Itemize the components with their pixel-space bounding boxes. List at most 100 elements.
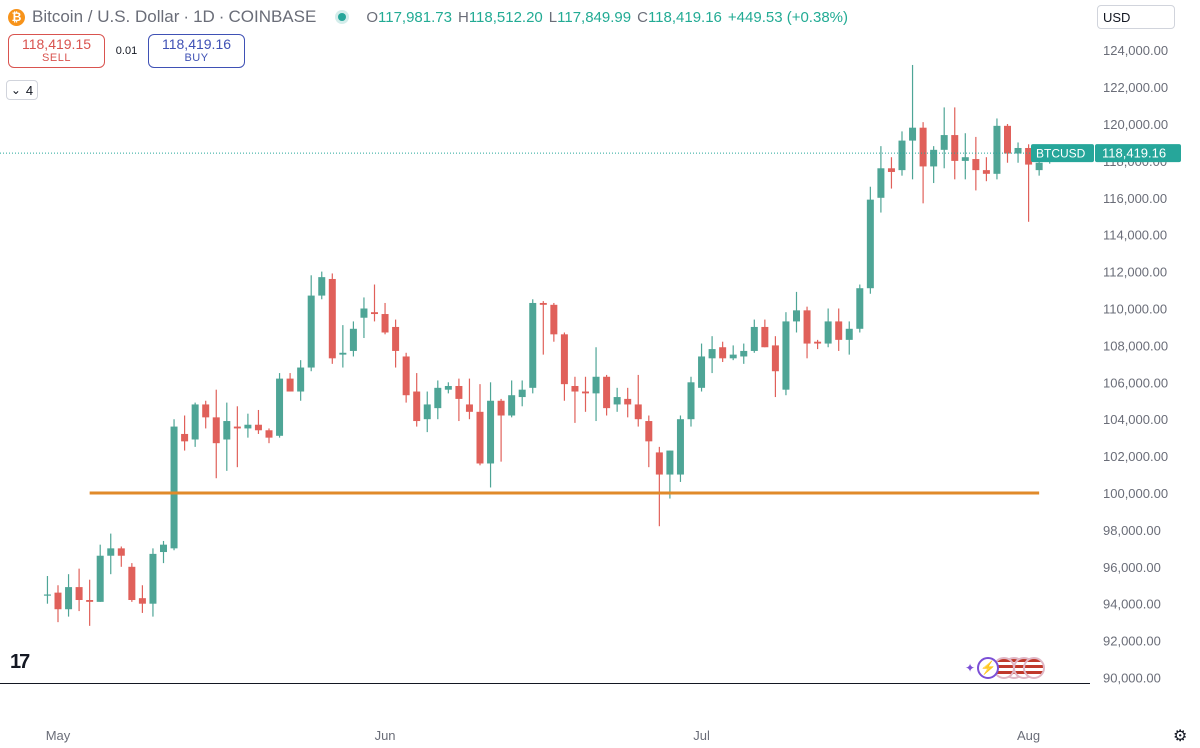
candle-body: [655, 452, 663, 475]
candle: [307, 275, 315, 372]
candle-body: [476, 411, 484, 464]
symbol-name[interactable]: Bitcoin / U.S. Dollar: [32, 7, 180, 26]
candle: [582, 376, 589, 412]
candle: [265, 428, 273, 444]
us-flag-event-icon[interactable]: [1023, 657, 1046, 679]
candle: [328, 273, 336, 364]
candle-body: [560, 334, 568, 385]
y-tick-label: 116,000.00: [1103, 191, 1167, 206]
candle: [318, 271, 326, 300]
candle: [349, 321, 357, 357]
candle-body: [465, 404, 473, 412]
x-tick-label: Aug: [1017, 728, 1040, 743]
chart-settings-gear-icon[interactable]: ⚙: [1173, 728, 1188, 745]
candle: [655, 446, 663, 527]
candle: [898, 131, 906, 176]
candle-body: [508, 395, 516, 416]
separator: ·: [183, 7, 190, 26]
candle: [940, 107, 948, 169]
chevron-down-icon: ⌄: [10, 83, 21, 97]
candle-body: [624, 398, 632, 405]
candle-body: [371, 312, 378, 315]
candle: [550, 302, 558, 342]
candle: [993, 118, 1001, 180]
candle-body: [1014, 147, 1022, 154]
candle-body: [423, 404, 431, 420]
candle-body: [497, 400, 505, 416]
y-tick-label: 94,000.00: [1103, 597, 1161, 612]
candle-body: [887, 168, 895, 172]
candle: [371, 284, 378, 322]
currency-selector[interactable]: USD: [1097, 5, 1175, 29]
candle-body: [181, 433, 189, 442]
buy-price: 118,419.16: [161, 36, 232, 52]
sell-price: 118,419.15: [21, 36, 92, 52]
low-value: 117,849.99: [557, 8, 632, 26]
spread-value: 0.01: [115, 45, 138, 57]
last-price-label: 118,419.16: [1102, 146, 1166, 161]
candle: [634, 374, 642, 427]
candle: [740, 343, 748, 364]
symbol-tag-label: BTCUSD: [1036, 147, 1086, 161]
candle: [676, 415, 684, 482]
sell-button[interactable]: 118,419.15 SELL: [8, 34, 105, 68]
candle: [423, 391, 431, 433]
candle-body: [149, 553, 157, 604]
symbol-tag-box: [1031, 144, 1094, 163]
candle-body: [96, 555, 104, 602]
candle-body: [940, 135, 948, 150]
candle: [761, 319, 769, 348]
candle-body: [824, 321, 832, 344]
y-tick-label: 120,000.00: [1103, 117, 1168, 132]
candle: [972, 136, 980, 191]
candle-body: [265, 430, 273, 438]
candle: [645, 415, 653, 468]
candle-body: [539, 302, 547, 305]
candle: [529, 299, 537, 394]
candle: [1025, 144, 1033, 222]
candle: [339, 325, 347, 368]
candle-body: [666, 450, 674, 475]
x-tick-label: Jul: [693, 728, 710, 743]
candle-body: [413, 391, 421, 422]
candle: [930, 146, 938, 184]
candle: [961, 133, 969, 180]
candle: [381, 302, 389, 335]
candle: [107, 533, 115, 575]
candle-body: [75, 587, 83, 601]
candle: [560, 332, 568, 401]
candle: [782, 312, 790, 396]
candle: [919, 122, 927, 204]
y-tick-label: 92,000.00: [1103, 634, 1161, 649]
candle-body: [972, 159, 980, 171]
y-tick-label: 112,000.00: [1103, 265, 1167, 280]
candle-body: [613, 397, 621, 405]
y-tick-label: 100,000.00: [1103, 486, 1168, 501]
close-value: 118,419.16: [647, 8, 722, 26]
candle: [1014, 142, 1022, 163]
candle: [824, 308, 832, 348]
candle-body: [1004, 125, 1011, 154]
candle-body: [328, 278, 336, 359]
flash-event-icon[interactable]: ⚡: [977, 657, 1000, 679]
buy-button[interactable]: 118,419.16 BUY: [148, 34, 245, 68]
candle: [465, 378, 473, 420]
interval-label[interactable]: 1D: [193, 7, 215, 26]
candle: [719, 341, 727, 363]
separator: ·: [218, 7, 225, 26]
candle-body: [761, 326, 769, 348]
candle-body: [603, 376, 611, 409]
events-markers[interactable]: ✦ ⚡: [965, 657, 1046, 679]
candle: [518, 380, 526, 407]
candle: [402, 352, 410, 403]
candle-body: [160, 544, 167, 553]
candle: [750, 319, 758, 353]
exchange-label: COINBASE: [228, 7, 317, 26]
candle: [223, 402, 231, 471]
candle: [276, 373, 284, 438]
candle-body: [708, 349, 716, 359]
indicators-toggle-button[interactable]: ⌄ 4: [6, 80, 38, 100]
candle-body: [982, 170, 990, 174]
tradingview-logo-icon[interactable]: 17: [10, 651, 30, 673]
